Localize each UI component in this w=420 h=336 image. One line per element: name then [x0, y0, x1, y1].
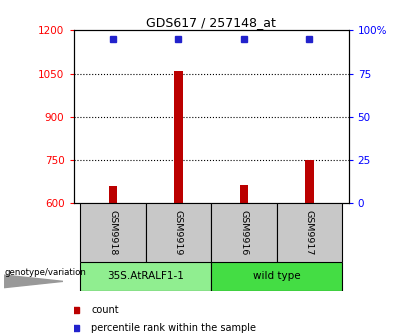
Bar [276, 203, 342, 262]
Bar [80, 203, 146, 262]
Bar [174, 72, 183, 203]
Polygon shape [4, 275, 63, 288]
Bar [146, 203, 211, 262]
Text: count: count [92, 305, 119, 315]
Text: GSM9918: GSM9918 [108, 210, 117, 255]
Bar [305, 160, 314, 203]
Bar [80, 262, 211, 291]
Text: wild type: wild type [253, 271, 300, 281]
Title: GDS617 / 257148_at: GDS617 / 257148_at [146, 16, 276, 29]
Bar [211, 262, 342, 291]
Text: percentile rank within the sample: percentile rank within the sample [92, 323, 256, 333]
Bar [239, 184, 248, 203]
Bar [108, 186, 117, 203]
Bar [211, 203, 276, 262]
Text: 35S.AtRALF1-1: 35S.AtRALF1-1 [107, 271, 184, 281]
Text: GSM9917: GSM9917 [305, 210, 314, 255]
Text: genotype/variation: genotype/variation [4, 267, 86, 277]
Text: GSM9916: GSM9916 [239, 210, 248, 255]
Text: GSM9919: GSM9919 [174, 210, 183, 255]
